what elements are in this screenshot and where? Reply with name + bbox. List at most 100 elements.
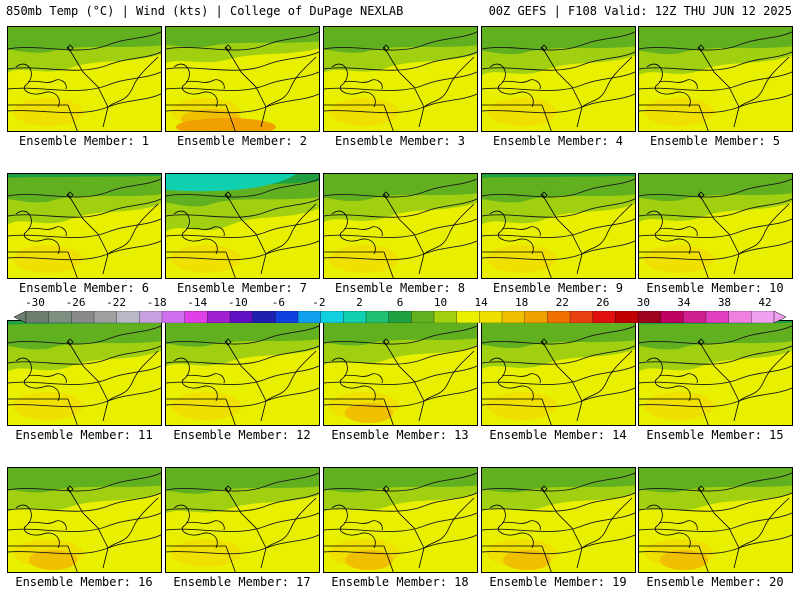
temperature-map xyxy=(482,321,635,425)
temperature-map xyxy=(639,321,792,425)
colorbar-tick-label: 6 xyxy=(396,296,404,309)
colorbar-segment xyxy=(297,310,322,324)
colorbar-segment xyxy=(615,310,639,324)
member-label: Ensemble Member: 19 xyxy=(489,575,627,589)
temperature-map xyxy=(639,174,792,278)
colorbar-tick-label: 2 xyxy=(356,296,363,309)
colorbar-segment xyxy=(637,310,662,324)
colorbar-segment xyxy=(660,310,684,324)
colorbar-segment xyxy=(592,310,616,324)
member-map-panel xyxy=(638,320,793,426)
colorbar-tick-label: 18 xyxy=(515,296,529,309)
member-map-panel xyxy=(323,467,478,573)
member-map-panel xyxy=(165,173,320,279)
member-label: Ensemble Member: 12 xyxy=(173,428,311,442)
colorbar-segment xyxy=(705,310,730,324)
member-label: Ensemble Member: 2 xyxy=(176,134,308,148)
colorbar-segment xyxy=(388,310,412,324)
map-title: 850mb Temp (°C) | Wind (kts) | College o… xyxy=(6,4,404,18)
temperature-map xyxy=(482,468,635,572)
colorbar-tick-label: -18 xyxy=(146,296,167,309)
colorbar-segment xyxy=(161,310,186,324)
colorbar-segment xyxy=(184,310,208,324)
member-label: Ensemble Member: 20 xyxy=(646,575,784,589)
colorbar-tick-label: 26 xyxy=(596,296,610,309)
colorbar-segment xyxy=(116,310,140,324)
temperature-map xyxy=(166,321,319,425)
member-map-panel xyxy=(7,173,162,279)
member-map-panel xyxy=(481,26,636,132)
member-map-panel xyxy=(165,320,320,426)
colorbar-tick-label: -2 xyxy=(312,296,326,309)
member-map-panel xyxy=(165,467,320,573)
colorbar-segment xyxy=(365,310,390,324)
temperature-map xyxy=(8,468,161,572)
temperature-map xyxy=(324,27,477,131)
member-label: Ensemble Member: 9 xyxy=(492,281,624,295)
member-label: Ensemble Member: 17 xyxy=(173,575,311,589)
colorbar-segment xyxy=(411,310,435,324)
colorbar-segment xyxy=(207,310,231,324)
temperature-map xyxy=(166,174,319,278)
colorbar-segment xyxy=(479,310,503,324)
member-label: Ensemble Member: 14 xyxy=(489,428,627,442)
member-label: Ensemble Member: 15 xyxy=(646,428,784,442)
member-label: Ensemble Member: 5 xyxy=(649,134,781,148)
colorbar-tick-label: 42 xyxy=(758,296,772,309)
temperature-map xyxy=(166,27,319,131)
temperature-map xyxy=(639,468,792,572)
colorbar-tick-label: -22 xyxy=(106,296,127,309)
colorbar-segment xyxy=(501,310,526,324)
member-label: Ensemble Member: 13 xyxy=(331,428,469,442)
member-label: Ensemble Member: 18 xyxy=(331,575,469,589)
colorbar-segment xyxy=(433,310,458,324)
colorbar-segment xyxy=(252,310,276,324)
member-map-panel xyxy=(481,320,636,426)
colorbar-segment xyxy=(71,310,95,324)
temperature-colorbar xyxy=(13,308,787,324)
member-map-panel xyxy=(323,26,478,132)
member-label: Ensemble Member: 16 xyxy=(15,575,153,589)
member-map-panel xyxy=(638,467,793,573)
member-map-panel xyxy=(7,320,162,426)
member-map-panel xyxy=(323,320,478,426)
temperature-map xyxy=(482,174,635,278)
temperature-map xyxy=(482,27,635,131)
colorbar-segment xyxy=(93,310,118,324)
colorbar-segment xyxy=(569,310,594,324)
colorbar-segment xyxy=(683,310,707,324)
colorbar-segment xyxy=(728,310,752,324)
colorbar-segment xyxy=(751,310,775,324)
temperature-map xyxy=(8,27,161,131)
member-map-panel xyxy=(481,173,636,279)
temperature-map xyxy=(8,321,161,425)
colorbar-segment xyxy=(275,310,299,324)
member-map-panel xyxy=(165,26,320,132)
member-map-panel xyxy=(481,467,636,573)
colorbar-tick-label: -6 xyxy=(271,296,285,309)
colorbar-tick-label: 34 xyxy=(677,296,691,309)
member-map-panel xyxy=(7,26,162,132)
temperature-map xyxy=(8,174,161,278)
colorbar-max-arrow xyxy=(773,310,787,324)
colorbar-tick-label: 30 xyxy=(636,296,650,309)
colorbar-segment xyxy=(229,310,254,324)
colorbar-segment xyxy=(343,310,367,324)
member-label: Ensemble Member: 3 xyxy=(334,134,466,148)
colorbar-tick-label: 38 xyxy=(717,296,732,309)
temperature-map xyxy=(166,468,319,572)
colorbar-min-arrow xyxy=(13,310,27,324)
member-label: Ensemble Member: 4 xyxy=(492,134,624,148)
member-label: Ensemble Member: 7 xyxy=(176,281,308,295)
temperature-map xyxy=(324,468,477,572)
colorbar-segment xyxy=(139,310,163,324)
colorbar-tick-label: -14 xyxy=(187,296,208,309)
colorbar-tick-label: -26 xyxy=(65,296,86,309)
temperature-map xyxy=(639,27,792,131)
temperature-map xyxy=(324,321,477,425)
colorbar-tick-label: 22 xyxy=(555,296,569,309)
member-map-panel xyxy=(323,173,478,279)
colorbar-segment xyxy=(48,310,72,324)
colorbar-segment xyxy=(25,310,50,324)
member-map-panel xyxy=(638,173,793,279)
